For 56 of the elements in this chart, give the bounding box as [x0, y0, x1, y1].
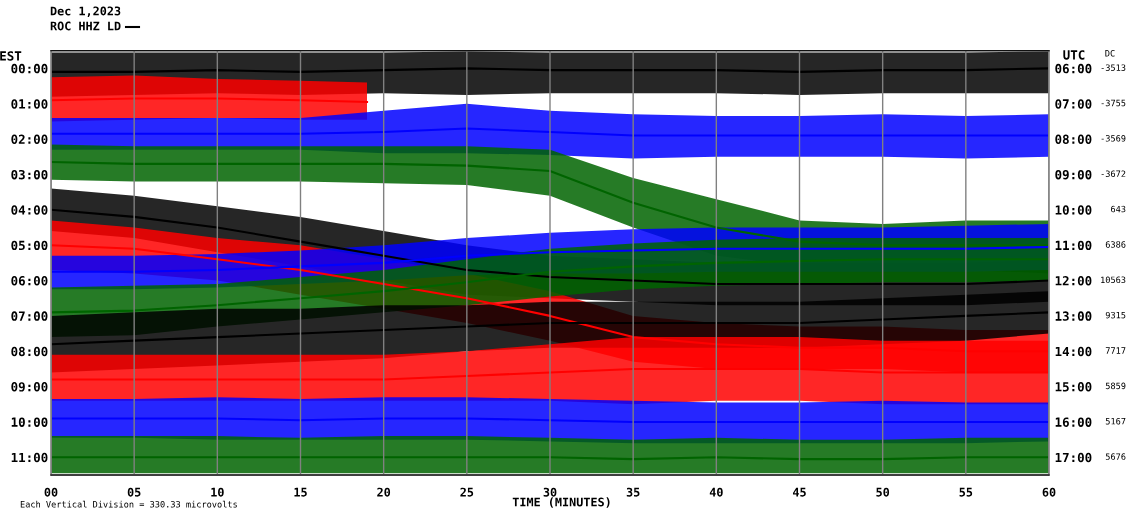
- text: DC: [1105, 50, 1115, 57]
- y-tick-label: 08:00: [11, 346, 48, 357]
- y2-tick-label: 07:00: [1055, 99, 1092, 109]
- y2-tick-label: 14:00: [1055, 346, 1092, 357]
- y2-tick-label: 12:00: [1055, 276, 1092, 286]
- y2-tick-label: 09:00: [1055, 169, 1092, 180]
- y-tick-label: 04:00: [11, 205, 48, 215]
- y2-tick-label: 13:00: [1055, 311, 1092, 321]
- y2-tick-label: 10:00: [1055, 205, 1092, 215]
- text: 9315: [1105, 311, 1126, 319]
- text: 5167: [1105, 417, 1126, 425]
- chart-title: Dec 1,2023: [50, 6, 121, 17]
- y-tick-label: 11:00: [11, 452, 48, 463]
- y2-tick-label: 16:00: [1055, 417, 1092, 427]
- y2-axis-title: UTC: [1063, 50, 1085, 60]
- y-tick-label: 02:00: [11, 134, 48, 145]
- y-tick-label: 10:00: [11, 417, 48, 427]
- text: -3755: [1101, 99, 1126, 107]
- text: -3513: [1101, 64, 1126, 71]
- y2-tick-label: 08:00: [1055, 134, 1092, 145]
- y-tick-label: 09:00: [11, 382, 48, 392]
- y-tick-label: 01:00: [11, 99, 48, 109]
- x-tick-label: 15: [294, 487, 307, 497]
- x-tick-label: 55: [959, 487, 973, 497]
- x-tick-label: 25: [460, 487, 474, 497]
- text: 5676: [1105, 453, 1126, 460]
- x-tick-label: 45: [792, 487, 806, 497]
- x-tick-label: 05: [127, 487, 141, 497]
- text: 643: [1111, 205, 1126, 213]
- x-tick-label: 50: [876, 487, 890, 497]
- text: 10563: [1101, 276, 1126, 284]
- y2-tick-label: 15:00: [1055, 382, 1092, 392]
- text: 6386: [1105, 241, 1126, 248]
- text: 5859: [1105, 382, 1126, 390]
- x-tick-label: 35: [626, 487, 640, 497]
- text: Each Vertical Division = 330.33 microvolts: [20, 500, 237, 508]
- text: 7717: [1105, 347, 1126, 354]
- text: -3569: [1101, 135, 1126, 142]
- y2-tick-label: 11:00: [1055, 240, 1092, 251]
- y-axis-title: EST: [0, 51, 22, 61]
- y-tick-label: 07:00: [11, 311, 48, 321]
- x-tick-label: 20: [377, 487, 391, 497]
- x-tick-label: 00: [44, 487, 58, 497]
- x-tick-label: 30: [543, 487, 557, 497]
- y-tick-label: 05:00: [11, 240, 48, 251]
- y-tick-label: 03:00: [11, 169, 48, 180]
- y-tick-label: 06:00: [11, 276, 48, 286]
- chart-subtitle: ROC HHZ LD: [50, 21, 121, 31]
- x-tick-label: 60: [1042, 487, 1056, 497]
- y2-tick-label: 06:00: [1055, 63, 1092, 74]
- y2-tick-label: 17:00: [1055, 452, 1092, 463]
- y-tick-label: 00:00: [11, 63, 48, 74]
- x-tick-label: 10: [211, 487, 224, 497]
- x-axis-title: TIME (MINUTES): [512, 497, 610, 508]
- text: -3672: [1101, 170, 1126, 177]
- x-tick-label: 40: [709, 487, 723, 497]
